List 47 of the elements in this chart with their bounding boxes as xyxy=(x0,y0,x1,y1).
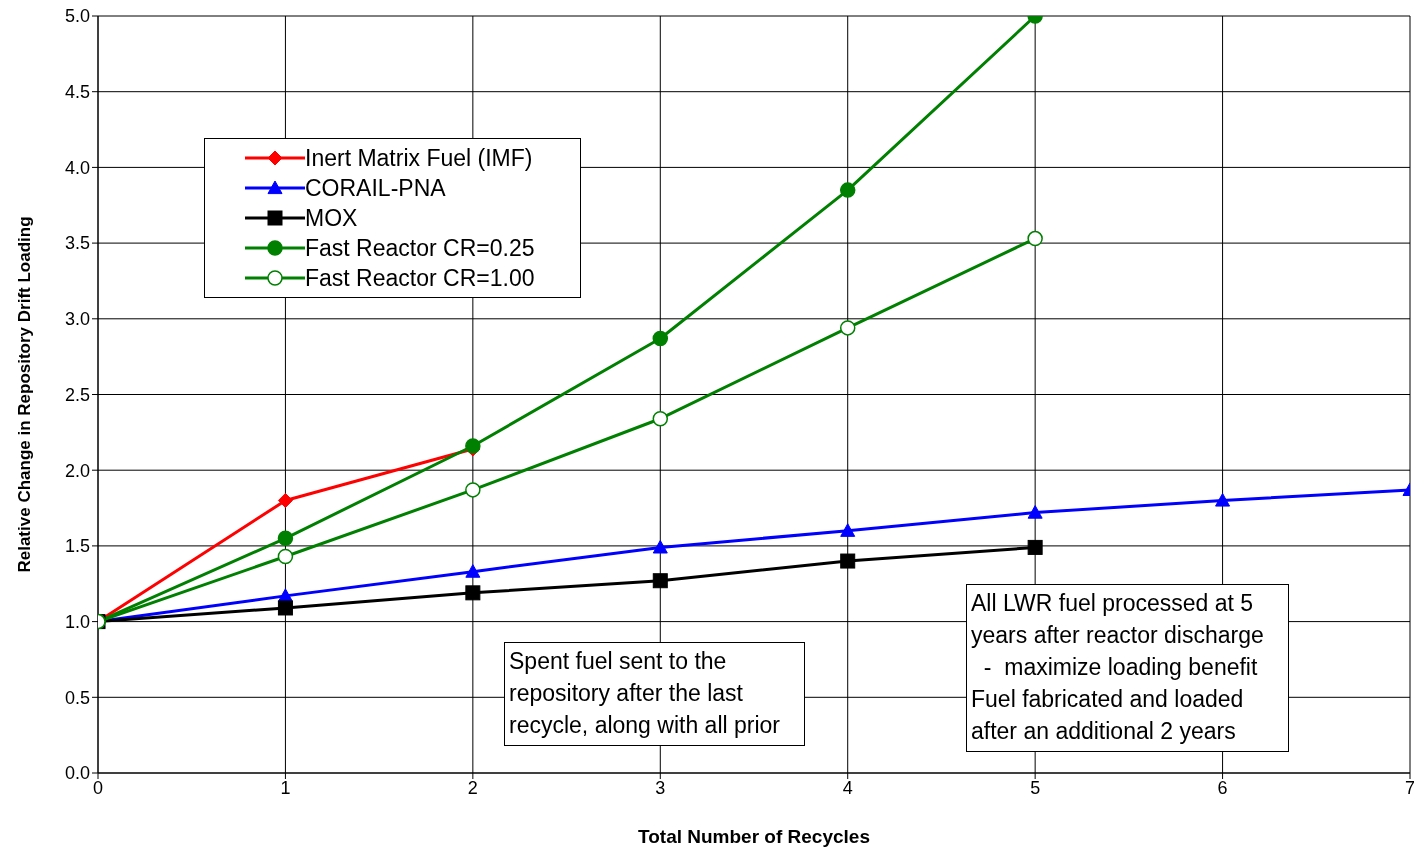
legend-label: MOX xyxy=(305,204,358,232)
legend-label: CORAIL-PNA xyxy=(305,174,446,202)
legend-label: Inert Matrix Fuel (IMF) xyxy=(305,144,533,172)
point xyxy=(652,573,668,589)
y-tick-label: 0.5 xyxy=(64,687,90,708)
point xyxy=(277,492,293,508)
point xyxy=(840,553,856,569)
x-tick-label: 3 xyxy=(655,777,666,798)
point xyxy=(465,564,481,578)
annotation: Spent fuel sent to the repository after the last recycle, along with all prior xyxy=(504,642,806,746)
point xyxy=(1027,505,1043,519)
point xyxy=(1027,230,1043,247)
point xyxy=(652,410,669,427)
annotation: All LWR fuel processed at 5 years after reactor discharge - maximize loading benefit Fuel fabricated and loaded after an additional 2 years xyxy=(966,584,1289,752)
point xyxy=(277,548,294,565)
point xyxy=(652,330,669,347)
x-tick-label: 6 xyxy=(1217,777,1228,798)
x-tick-label: 4 xyxy=(842,777,853,798)
y-tick-label: 0.0 xyxy=(64,763,90,784)
legend-label: Fast Reactor CR=0.25 xyxy=(305,234,535,262)
x-tick-label: 0 xyxy=(92,777,104,798)
y-tick-label: 4.5 xyxy=(64,82,90,103)
y-tick-label: 4.0 xyxy=(64,157,90,178)
x-tick-label: 7 xyxy=(1404,777,1414,798)
x-axis-title: Total Number of Recycles xyxy=(638,826,870,847)
point xyxy=(465,482,481,498)
y-tick-label: 2.5 xyxy=(64,384,90,405)
x-tick-label: 1 xyxy=(280,777,291,798)
legend-label: Fast Reactor CR=1.00 xyxy=(305,264,535,292)
point xyxy=(465,585,481,601)
point xyxy=(839,182,856,198)
point xyxy=(652,539,668,554)
point xyxy=(1027,539,1043,555)
y-tick-label: 5.0 xyxy=(64,6,90,27)
point xyxy=(839,320,856,336)
x-tick-label: 2 xyxy=(467,777,478,798)
point xyxy=(840,523,856,537)
y-tick-label: 3.5 xyxy=(64,233,90,254)
y-tick-label: 2.0 xyxy=(64,460,90,481)
point xyxy=(277,530,294,547)
point xyxy=(277,600,293,616)
x-tick-label: 5 xyxy=(1030,777,1041,798)
y-axis-title: Relative Change in Repository Drift Loading xyxy=(15,216,35,573)
y-tick-label: 1.5 xyxy=(64,536,90,557)
y-tick-label: 3.0 xyxy=(64,309,90,330)
y-tick-label: 1.0 xyxy=(64,611,90,632)
point xyxy=(1215,492,1231,507)
